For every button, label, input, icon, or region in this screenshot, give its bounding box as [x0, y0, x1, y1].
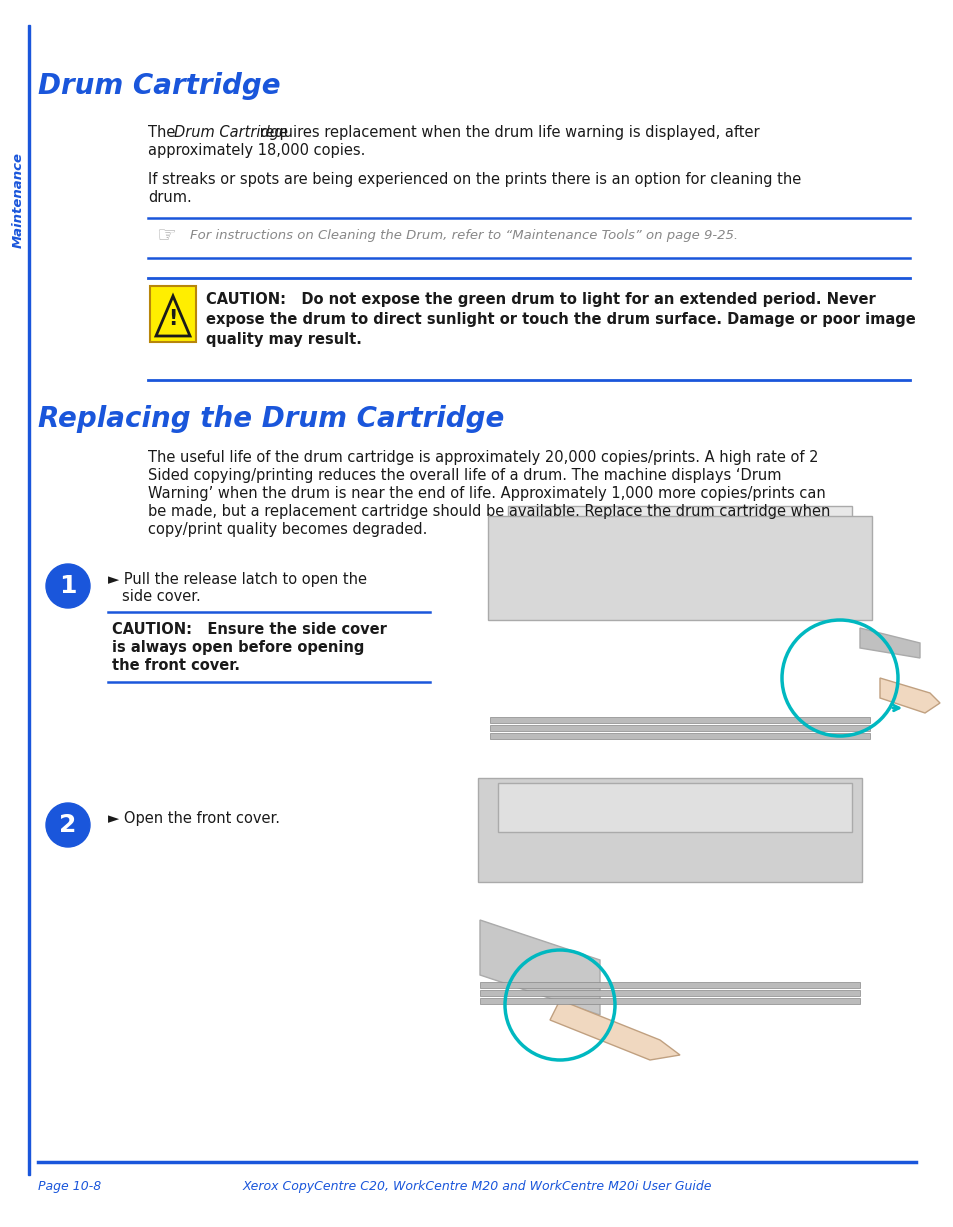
Text: drum.: drum.: [148, 190, 192, 205]
Text: requires replacement when the drum life warning is displayed, after: requires replacement when the drum life …: [254, 125, 759, 140]
Text: !: !: [168, 309, 177, 329]
Text: quality may result.: quality may result.: [206, 333, 361, 347]
Text: is always open before opening: is always open before opening: [112, 640, 364, 655]
Circle shape: [46, 564, 90, 609]
Text: the front cover.: the front cover.: [112, 658, 240, 672]
Text: ► Pull the release latch to open the: ► Pull the release latch to open the: [108, 572, 367, 587]
Text: Sided copying/printing reduces the overall life of a drum. The machine displays : Sided copying/printing reduces the overa…: [148, 467, 781, 483]
Text: For instructions on Cleaning the Drum, refer to “Maintenance Tools” on page 9-25: For instructions on Cleaning the Drum, r…: [190, 229, 738, 243]
Text: 1: 1: [59, 574, 76, 598]
Polygon shape: [479, 920, 599, 1015]
Text: Warning’ when the drum is near the end of life. Approximately 1,000 more copies/: Warning’ when the drum is near the end o…: [148, 486, 825, 501]
Text: Drum Cartridge: Drum Cartridge: [38, 72, 280, 99]
FancyBboxPatch shape: [479, 982, 859, 988]
FancyBboxPatch shape: [479, 998, 859, 1004]
Polygon shape: [550, 1000, 679, 1060]
Text: 2: 2: [59, 814, 76, 837]
Text: copy/print quality becomes degraded.: copy/print quality becomes degraded.: [148, 521, 427, 537]
Text: Drum Cartridge: Drum Cartridge: [173, 125, 288, 140]
Text: CAUTION:   Do not expose the green drum to light for an extended period. Never: CAUTION: Do not expose the green drum to…: [206, 292, 875, 307]
FancyBboxPatch shape: [479, 990, 859, 996]
Text: be made, but a replacement cartridge should be available. Replace the drum cartr: be made, but a replacement cartridge sho…: [148, 504, 829, 519]
Text: side cover.: side cover.: [122, 589, 200, 604]
Text: CAUTION:   Ensure the side cover: CAUTION: Ensure the side cover: [112, 622, 387, 637]
Text: Replacing the Drum Cartridge: Replacing the Drum Cartridge: [38, 405, 504, 433]
Text: Page 10-8: Page 10-8: [38, 1180, 101, 1193]
FancyBboxPatch shape: [490, 733, 869, 739]
Text: The useful life of the drum cartridge is approximately 20,000 copies/prints. A h: The useful life of the drum cartridge is…: [148, 450, 818, 465]
Text: Xerox CopyCentre C20, WorkCentre M20 and WorkCentre M20i User Guide: Xerox CopyCentre C20, WorkCentre M20 and…: [242, 1180, 711, 1193]
Text: ► Open the front cover.: ► Open the front cover.: [108, 811, 280, 826]
Text: The: The: [148, 125, 180, 140]
FancyBboxPatch shape: [497, 783, 851, 832]
Polygon shape: [859, 628, 919, 658]
Text: expose the drum to direct sunlight or touch the drum surface. Damage or poor ima: expose the drum to direct sunlight or to…: [206, 312, 915, 328]
Polygon shape: [879, 679, 939, 713]
Bar: [150, 286, 195, 342]
FancyBboxPatch shape: [477, 778, 862, 882]
Text: ☞: ☞: [156, 226, 175, 245]
Text: approximately 18,000 copies.: approximately 18,000 copies.: [148, 144, 365, 158]
FancyBboxPatch shape: [490, 717, 869, 723]
Text: If streaks or spots are being experienced on the prints there is an option for c: If streaks or spots are being experience…: [148, 172, 801, 187]
Bar: [28, 25, 30, 1175]
Circle shape: [46, 802, 90, 847]
Text: Maintenance: Maintenance: [11, 152, 25, 248]
FancyBboxPatch shape: [490, 725, 869, 731]
FancyBboxPatch shape: [488, 517, 871, 620]
FancyBboxPatch shape: [507, 506, 851, 560]
